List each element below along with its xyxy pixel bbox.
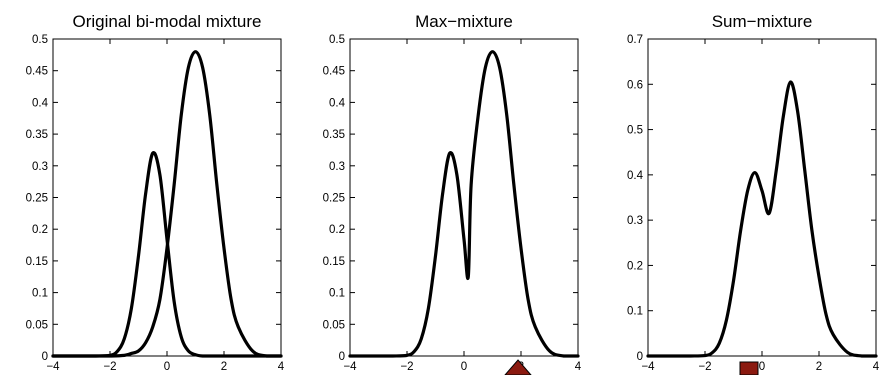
x-tick-label: 4 (575, 361, 582, 373)
y-tick-label: 0.05 (26, 319, 48, 331)
y-tick-label: 0.2 (329, 224, 345, 236)
panel-max-mixture: Max−mixture −4−202400.050.10.150.20.250.… (323, 12, 582, 373)
y-tick-label: 0.15 (26, 256, 48, 268)
series-curves (51, 50, 283, 358)
marker-diamond-icon (504, 359, 532, 375)
y-tick-label: 0.5 (329, 34, 345, 46)
y-tick-label: 0.4 (627, 170, 644, 182)
series-line-1 (348, 50, 580, 358)
axis-ticks: −4−202400.050.10.150.20.250.30.350.40.45… (323, 34, 582, 373)
chart-title: Sum−mixture (712, 12, 813, 31)
y-tick-label: 0.35 (26, 129, 48, 141)
chart-title: Original bi-modal mixture (73, 12, 262, 31)
x-tick-label: 0 (164, 361, 170, 373)
y-tick-label: 0.6 (627, 79, 643, 91)
y-tick-label: 0.4 (32, 97, 49, 109)
chart-title: Max−mixture (415, 12, 513, 31)
y-tick-label: 0.5 (32, 34, 48, 46)
y-tick-label: 0.15 (323, 256, 345, 268)
axes-frame (647, 38, 877, 357)
y-tick-label: 0.2 (32, 224, 48, 236)
y-tick-label: 0.35 (323, 129, 345, 141)
y-tick-label: 0.1 (32, 288, 48, 300)
x-tick-label: −2 (400, 361, 413, 373)
axes-frame (52, 38, 282, 357)
x-tick-label: 0 (461, 361, 467, 373)
x-tick-label: −2 (103, 361, 116, 373)
series-line-2 (51, 50, 283, 358)
axis-ticks: −4 −2 0 2 4 0 0.05 0.1 0.15 0.2 0.25 0.3 0.35 0.4 0.45… (26, 34, 285, 373)
x-tick-label: 0 (759, 361, 765, 373)
y-tick-label: 0.1 (627, 306, 643, 318)
series-curves (646, 80, 878, 358)
x-tick-label: 4 (873, 361, 880, 373)
y-tick-label: 0 (42, 351, 48, 363)
x-tick-label: 2 (816, 361, 822, 373)
y-tick-label: 0.45 (26, 66, 48, 78)
y-tick-label: 0.45 (323, 66, 345, 78)
x-tick-label: 2 (221, 361, 227, 373)
x-tick-label: −4 (641, 361, 655, 373)
y-tick-label: 0.2 (627, 260, 643, 272)
x-tick-label: −2 (698, 361, 711, 373)
panel-original-mixture: Original bi-modal mixture −4 −2 0 2 4 0 0.05 0.… (26, 12, 285, 373)
y-tick-label: 0.05 (323, 319, 345, 331)
y-tick-label: 0.25 (26, 193, 48, 205)
y-tick-label: 0.3 (32, 161, 48, 173)
marker-square-icon (739, 361, 759, 375)
y-tick-label: 0.25 (323, 193, 345, 205)
y-tick-label: 0.1 (329, 288, 345, 300)
x-tick-label: 4 (278, 361, 285, 373)
series-curves (348, 50, 580, 358)
axes-frame (349, 38, 579, 357)
y-tick-label: 0.3 (329, 161, 345, 173)
axis-ticks: −4 −2 0 2 4 0 0.1 0.2 0.3 0.4 0.5 0.6 0.7 (627, 34, 880, 373)
y-tick-label: 0.5 (627, 125, 643, 137)
x-tick-label: −4 (46, 361, 60, 373)
panel-sum-mixture: Sum−mixture −4 −2 0 2 4 0 0.1 0.2 0.3 0.4 0.5 0.6 0.… (627, 12, 880, 373)
y-tick-label: 0 (339, 351, 345, 363)
series-line-1 (646, 80, 878, 358)
x-tick-label: −4 (343, 361, 357, 373)
y-tick-label: 0.4 (329, 97, 346, 109)
y-tick-label: 0.3 (627, 215, 643, 227)
y-tick-label: 0.7 (627, 34, 643, 46)
y-tick-label: 0 (637, 351, 643, 363)
